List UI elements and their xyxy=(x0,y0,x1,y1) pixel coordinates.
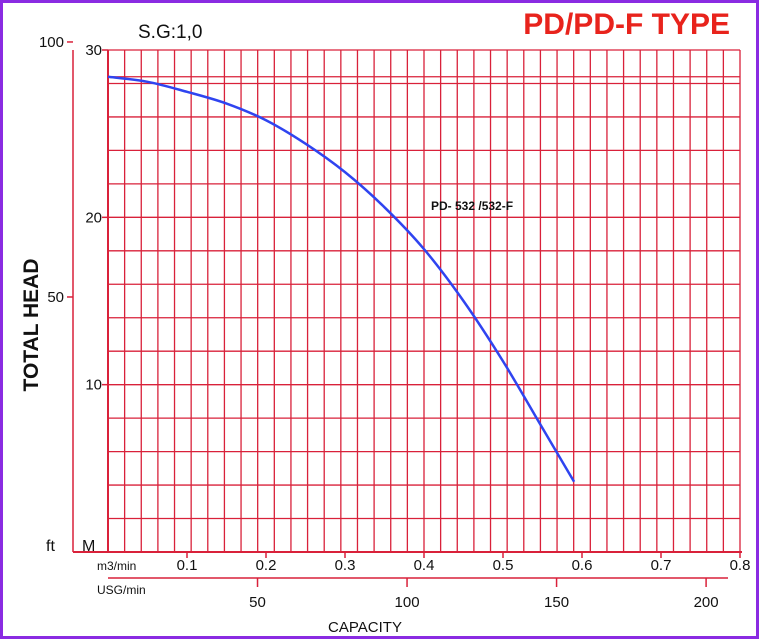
axes xyxy=(72,50,742,579)
x-tick-m3-label: 0.7 xyxy=(651,557,672,574)
x-ticks-m3: 0.1 0.2 0.3 0.4 0.5 0.6 0.7 0.8 xyxy=(177,552,751,574)
x-tick-m3-label: 0.1 xyxy=(177,557,198,574)
x-tick-usg-label: 100 xyxy=(395,594,420,611)
y-tick-m-label: 30 xyxy=(85,42,102,59)
x-tick-usg-label: 50 xyxy=(249,594,266,611)
ft-unit-label: ft xyxy=(46,538,55,555)
y-ticks-ft: 50 100 xyxy=(39,34,73,306)
grid-lines xyxy=(107,49,741,553)
m3-unit-label: m3/min xyxy=(97,559,136,573)
y-tick-m-label: 20 xyxy=(85,209,102,226)
series-curves: PD- 532 /532-F xyxy=(107,75,576,483)
series-label-0: PD- 532 /532-F xyxy=(431,199,513,213)
y-axis-title: TOTAL HEAD xyxy=(20,258,43,391)
y-tick-ft-label: 100 xyxy=(39,34,64,51)
x-tick-m3-label: 0.2 xyxy=(256,557,277,574)
y-ticks-m: 10 20 30 xyxy=(85,42,108,394)
m-unit-label: M xyxy=(82,538,95,555)
chart-subtitle: S.G:1,0 xyxy=(138,22,202,43)
x-ticks-usg: 50 100 150 200 xyxy=(249,578,719,611)
x-tick-m3-label: 0.3 xyxy=(335,557,356,574)
x-tick-usg-label: 150 xyxy=(544,594,569,611)
x-tick-usg-label: 200 xyxy=(694,594,719,611)
x-axis-title: CAPACITY xyxy=(328,619,402,636)
x-tick-m3-label: 0.4 xyxy=(414,557,435,574)
x-tick-m3-label: 0.6 xyxy=(572,557,593,574)
x-tick-m3-label: 0.8 xyxy=(730,557,751,574)
y-tick-ft-label: 50 xyxy=(47,289,64,306)
series-line-0 xyxy=(107,75,576,483)
usg-unit-label: USG/min xyxy=(97,583,146,597)
y-tick-m-label: 10 xyxy=(85,377,102,394)
chart-title: PD/PD-F TYPE xyxy=(523,8,730,41)
x-tick-m3-label: 0.5 xyxy=(493,557,514,574)
